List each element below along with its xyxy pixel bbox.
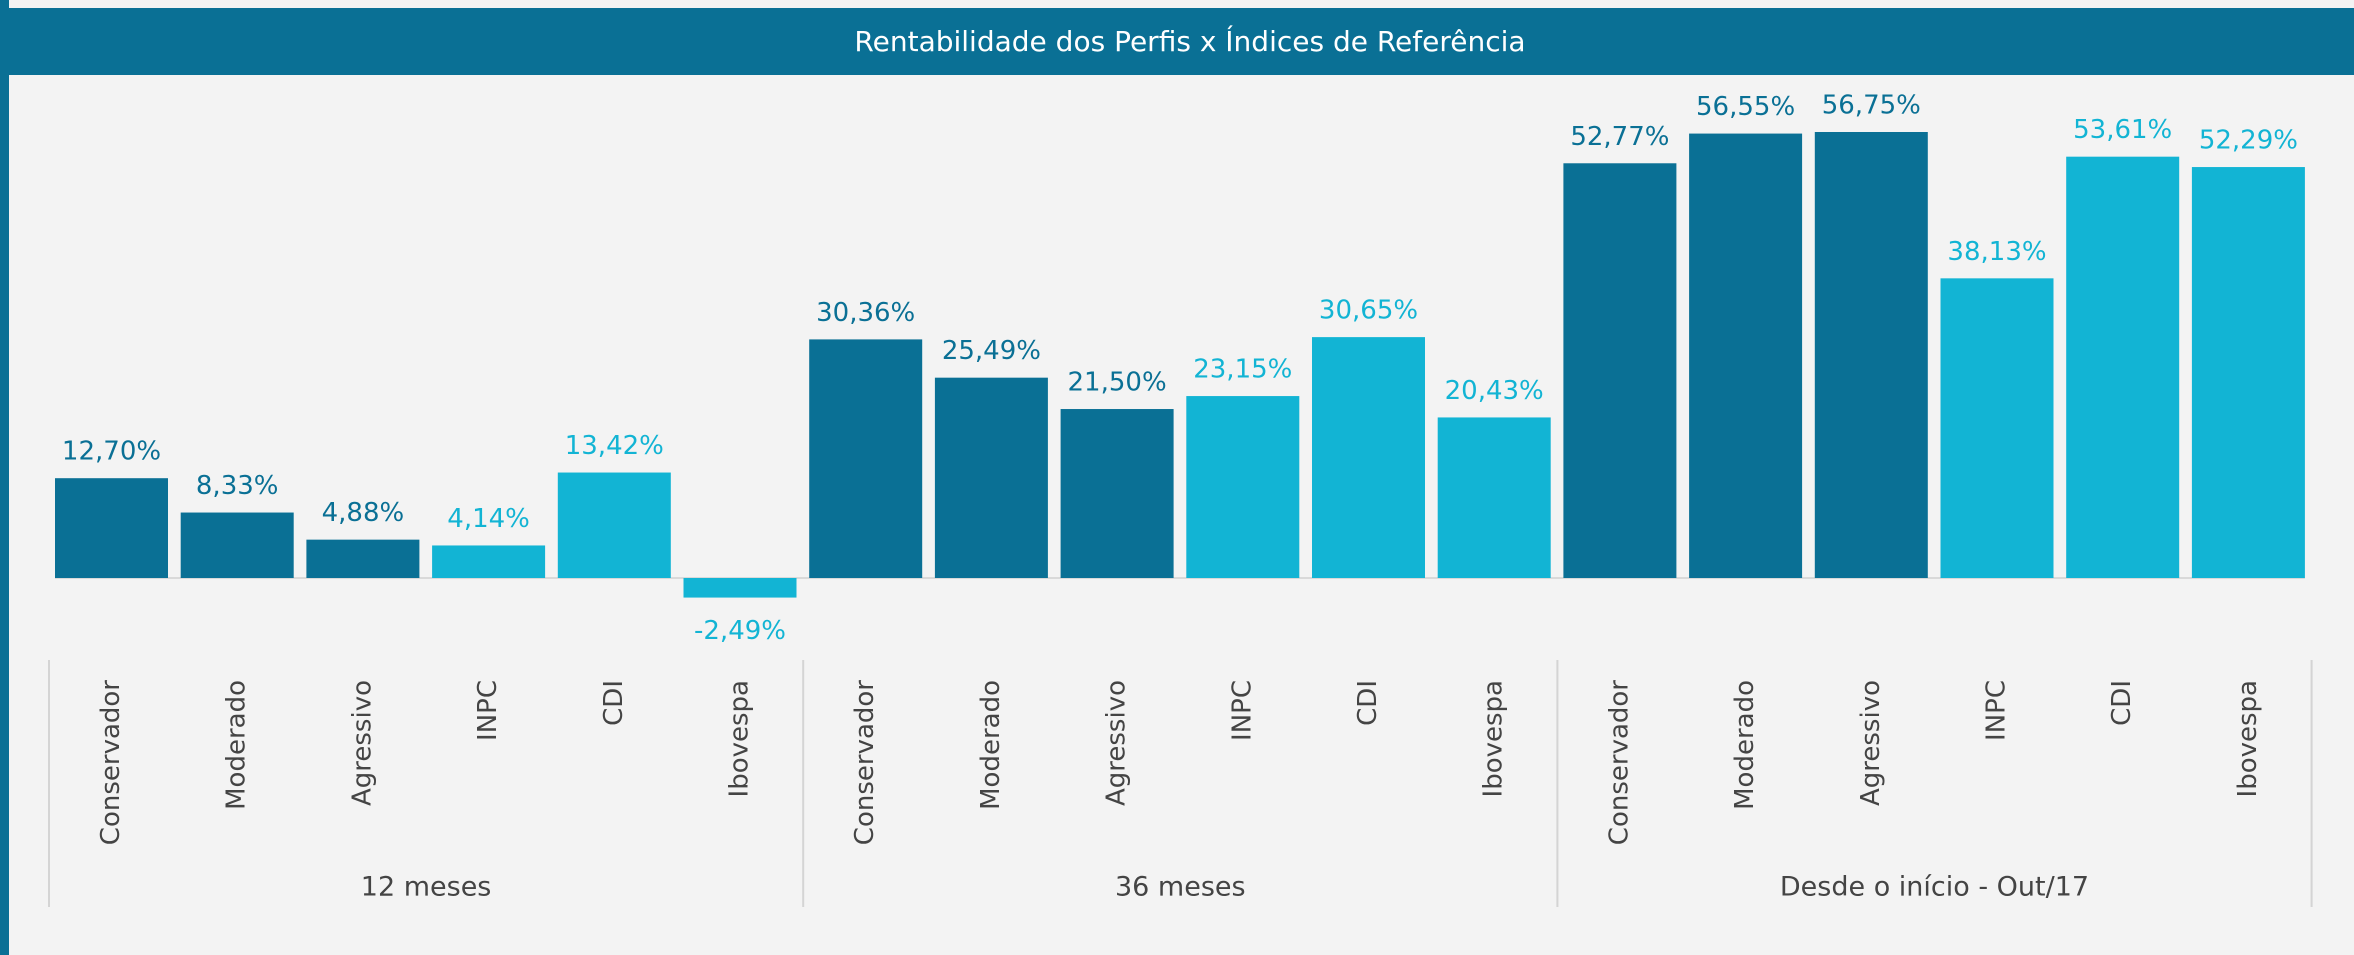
value-label: 4,88% [322, 498, 405, 528]
group-label: Desde o início - Out/17 [1780, 872, 2089, 903]
category-label: CDI [2107, 680, 2137, 726]
bar [55, 478, 168, 578]
bar [432, 545, 546, 578]
value-label: 53,61% [2073, 115, 2172, 145]
value-label: 4,14% [447, 504, 530, 534]
bar [683, 578, 797, 598]
bar [2066, 156, 2180, 578]
category-label: Agressivo [1102, 680, 1132, 806]
category-label: INPC [1982, 680, 2012, 741]
bar [1437, 417, 1551, 578]
value-label: 38,13% [1947, 237, 2046, 267]
category-label: Conservador [1604, 680, 1634, 846]
bar [557, 472, 671, 578]
bar [1940, 278, 2054, 578]
value-label: 8,33% [196, 471, 279, 501]
left-border [0, 0, 9, 955]
value-label: 21,50% [1068, 368, 1167, 398]
value-label: -2,49% [694, 616, 786, 646]
bar [809, 339, 923, 578]
bar [1563, 163, 1677, 579]
category-label: Conservador [96, 680, 126, 846]
category-label: CDI [1353, 680, 1383, 726]
category-label: Agressivo [1856, 680, 1886, 806]
value-label: 30,36% [816, 298, 915, 328]
category-label: Ibovespa [1479, 680, 1509, 797]
bar [1814, 132, 1928, 578]
value-label: 12,70% [62, 437, 161, 467]
group-label: 12 meses [361, 872, 492, 903]
bar [1186, 396, 1300, 578]
value-label: 52,77% [1570, 122, 1669, 152]
category-label: Ibovespa [725, 680, 755, 797]
category-label: Moderado [1730, 680, 1760, 810]
category-label: CDI [599, 680, 629, 726]
value-label: 25,49% [942, 336, 1041, 366]
category-label: INPC [1227, 680, 1257, 741]
group-label: 36 meses [1115, 872, 1246, 903]
value-label: 30,65% [1319, 296, 1418, 326]
bar [1689, 133, 1803, 578]
value-label: 56,75% [1822, 91, 1921, 121]
value-label: 23,15% [1193, 355, 1292, 385]
category-label: INPC [473, 680, 503, 741]
value-label: 20,43% [1445, 376, 1544, 406]
bar [2191, 167, 2305, 579]
category-label: Agressivo [347, 680, 377, 806]
category-label: Ibovespa [2233, 680, 2263, 797]
value-label: 56,55% [1696, 92, 1795, 122]
header-band [9, 8, 2354, 75]
value-label: 52,29% [2199, 126, 2298, 156]
bar [1060, 409, 1174, 578]
bar [1312, 337, 1425, 578]
category-label: Moderado [222, 680, 252, 810]
value-label: 13,42% [565, 431, 664, 461]
bar [180, 512, 294, 578]
bar [934, 377, 1048, 578]
bar [306, 539, 420, 578]
chart-title: Rentabilidade dos Perfis x Índices de Re… [854, 24, 1525, 58]
category-label: Moderado [976, 680, 1006, 810]
category-label: Conservador [850, 680, 880, 846]
